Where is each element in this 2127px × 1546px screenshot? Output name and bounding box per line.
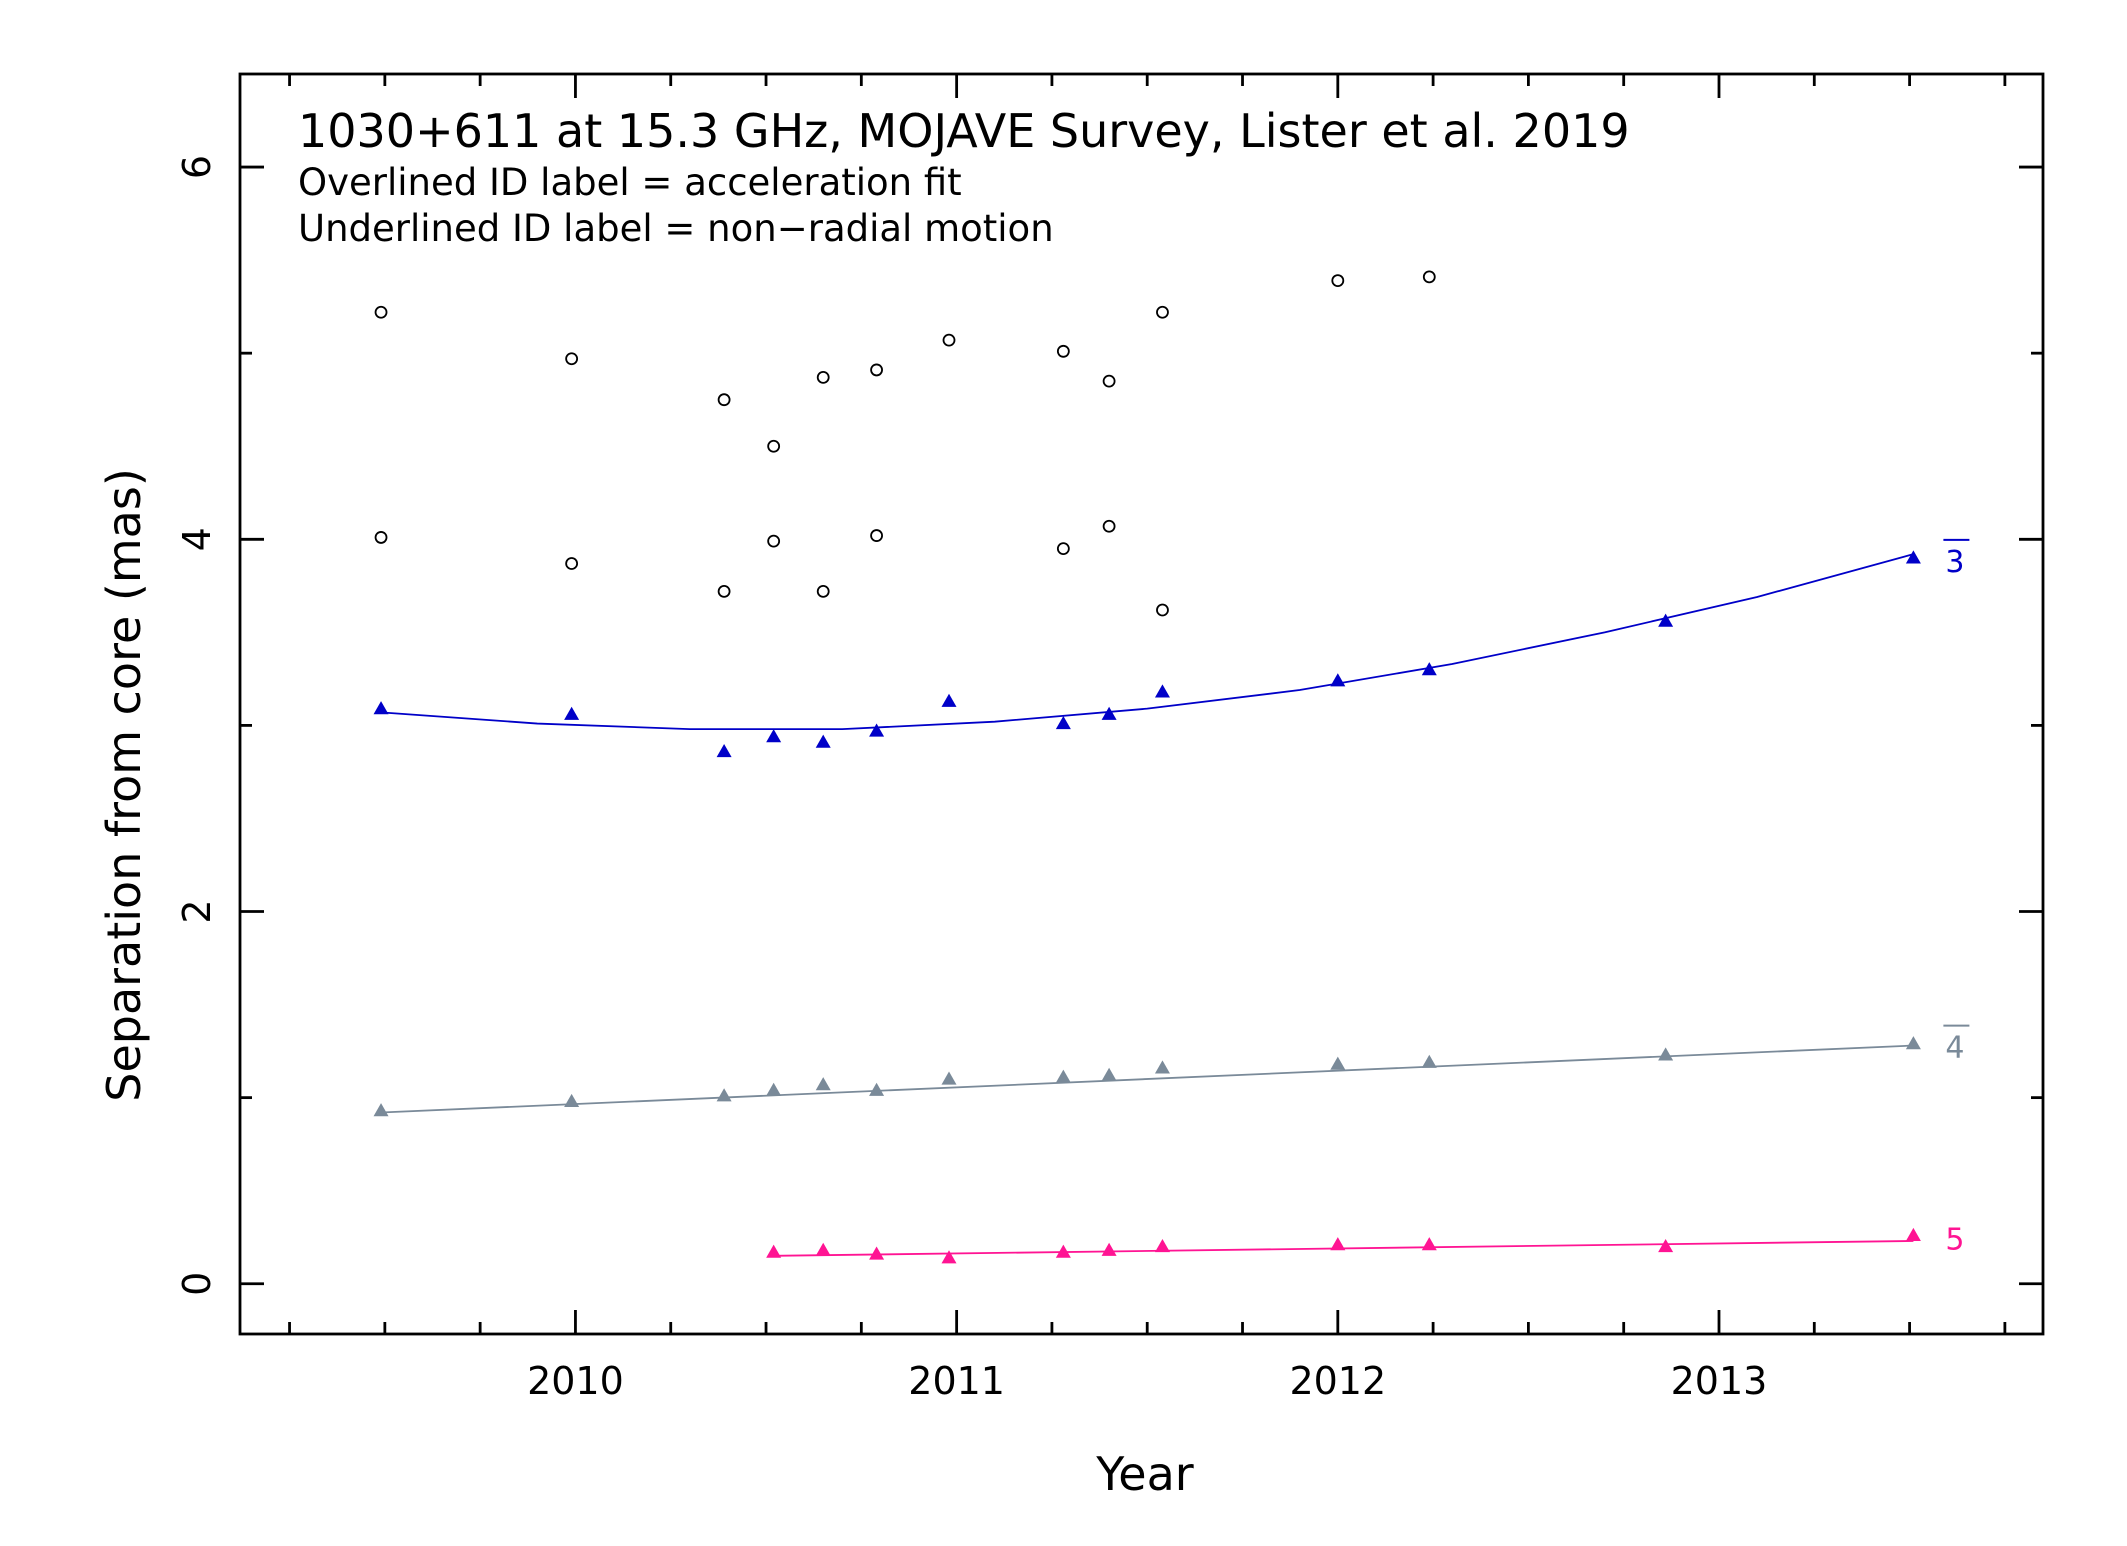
y-tick-label: 6 [175,155,219,179]
component-3-point [1330,673,1346,687]
component-4-point [941,1071,957,1085]
series-labels: 3 4 5 [1943,538,1970,1257]
unassigned-point [565,352,579,366]
annotation-overlined: Overlined ID label = acceleration fit [298,161,962,204]
component-3-point [1658,613,1674,627]
component-4-point [869,1082,885,1096]
component-4-fit-line [380,1044,1914,1114]
unassigned-point [942,333,956,347]
component-5-point [815,1242,831,1256]
x-tick-label: 2012 [1289,1359,1386,1403]
component-4-point [564,1093,580,1107]
component-3-point [766,729,782,743]
component-4-label: 4 [1945,1031,1964,1066]
component-5-point [1154,1239,1170,1253]
component-5-point [941,1250,957,1264]
component-5-point [1330,1237,1346,1251]
component-3-point [815,734,831,748]
component-3-point [869,723,885,737]
unassigned-point [717,393,731,407]
unassigned-point [816,585,830,598]
y-tick-label: 2 [175,899,219,923]
component-5-point [766,1244,782,1258]
unassigned-point [1156,603,1169,617]
component-4-point [373,1103,389,1117]
component-4-point [1154,1060,1170,1074]
unassigned-point [870,363,883,377]
unassigned-point [870,529,883,542]
chart-title: 1030+611 at 15.3 GHz, MOJAVE Survey, Lis… [298,104,1630,158]
component-3-point [716,743,732,758]
unassigned-point [1422,270,1436,284]
unassigned-point [374,531,388,544]
component-3-point [1421,662,1437,676]
x-tick-label: 2011 [908,1359,1005,1403]
unassigned-point [1056,542,1070,555]
unassigned-point [374,305,388,319]
component-3-point [1101,706,1117,720]
x-tick-label: 2010 [527,1359,624,1403]
component-5-point [1055,1244,1071,1258]
x-axis-title: Year [1095,1447,1193,1501]
fit-lines [380,553,1914,1257]
unassigned-point [1156,305,1169,319]
component-3-point [1055,716,1071,730]
component-5-point [869,1246,885,1260]
component-3-fit-line [380,553,1914,731]
unassigned-point [816,370,830,384]
component-4-point [1421,1054,1437,1068]
component-3-point [373,701,389,715]
component-4-point [716,1088,732,1102]
data-points [373,270,1921,1264]
y-tick-label: 0 [175,1272,219,1296]
component-4-point [815,1077,831,1091]
component-4-point [1055,1069,1071,1083]
component-3-point [1905,550,1921,564]
component-3-point [941,693,957,707]
y-axis-title: Separation from core (mas) [97,468,151,1102]
component-4-point [766,1082,782,1096]
tick-labels: 2010 2011 2012 2013 0 2 4 6 [175,155,1767,1403]
component-4-point [1658,1047,1674,1061]
component-4-point [1905,1036,1921,1050]
x-tick-label: 2013 [1671,1359,1768,1403]
unassigned-point [1102,519,1116,533]
component-4-point [1101,1067,1117,1081]
plot-frame [238,72,2045,1336]
annotation-underlined: Underlined ID label = non−radial motion [298,207,1054,250]
unassigned-point [1331,274,1345,287]
unassigned-point [1056,344,1070,358]
component-5-point [1421,1237,1437,1251]
unassigned-point [767,439,781,453]
component-3-label: 3 [1945,545,1964,580]
unassigned-point [1102,374,1116,388]
unassigned-point [565,557,579,570]
unassigned-point [717,585,731,598]
y-tick-label: 4 [175,527,219,551]
unassigned-point [767,534,781,548]
component-5-label: 5 [1945,1222,1964,1257]
axis-ticks [240,74,2043,1334]
component-5-point [1101,1242,1117,1256]
component-5-point [1905,1227,1921,1241]
component-4-point [1330,1056,1346,1070]
component-3-point [564,706,580,720]
component-3-point [1154,684,1170,698]
component-5-point [1658,1239,1674,1253]
